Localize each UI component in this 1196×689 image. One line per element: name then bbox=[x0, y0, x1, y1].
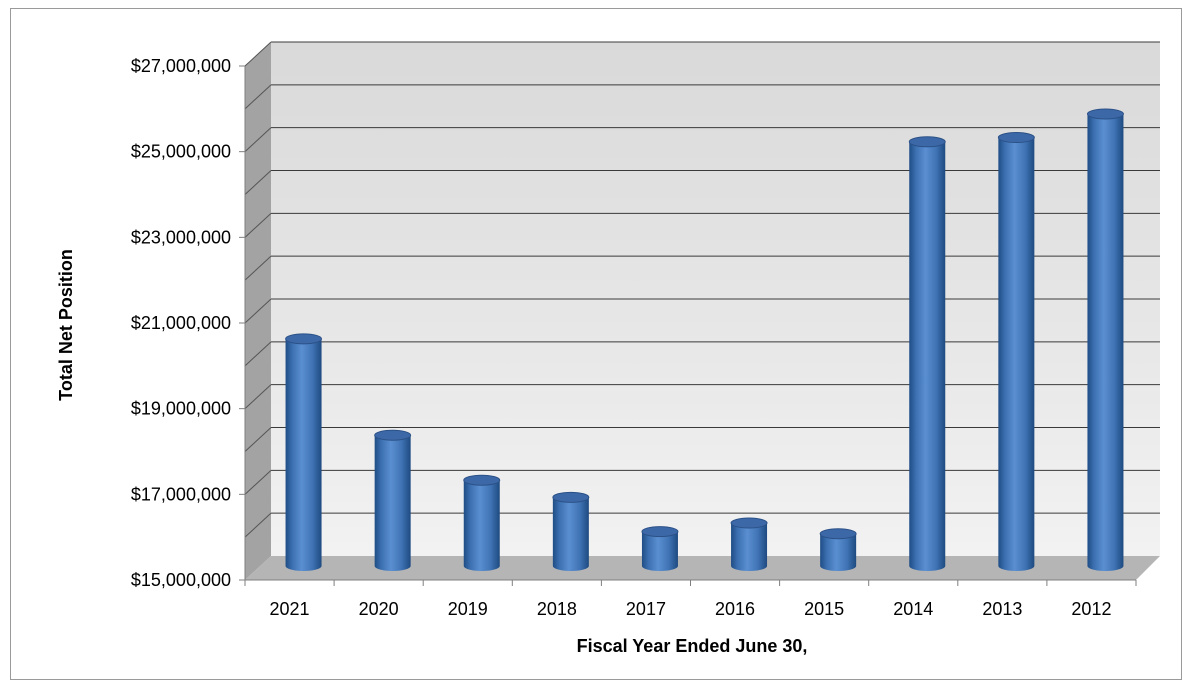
bar-body bbox=[463, 480, 500, 571]
bar-2012 bbox=[1086, 108, 1124, 571]
x-tick-label: 2018 bbox=[537, 599, 577, 619]
x-tick-label: 2019 bbox=[448, 599, 488, 619]
gridline-side bbox=[244, 298, 272, 324]
gridline-side bbox=[244, 255, 272, 281]
bar-body bbox=[285, 338, 322, 571]
bar-top bbox=[641, 526, 679, 538]
bar-2014 bbox=[908, 136, 946, 571]
x-tick-label: 2020 bbox=[359, 599, 399, 619]
bar-body bbox=[731, 523, 768, 571]
x-tick-label: 2015 bbox=[804, 599, 844, 619]
bar-top bbox=[908, 136, 946, 148]
bar-body bbox=[998, 137, 1035, 571]
y-tick-label: $25,000,000 bbox=[131, 142, 231, 162]
bar-top bbox=[552, 491, 590, 503]
bar-top bbox=[285, 333, 323, 345]
gridline-side bbox=[244, 212, 272, 238]
x-tick-label: 2017 bbox=[626, 599, 666, 619]
bar-2019 bbox=[463, 474, 501, 571]
bar-body bbox=[909, 141, 946, 571]
x-tick-label: 2021 bbox=[270, 599, 310, 619]
x-tick-label: 2012 bbox=[1071, 599, 1111, 619]
bar-2020 bbox=[374, 429, 412, 571]
x-tick-label: 2013 bbox=[982, 599, 1022, 619]
x-axis-title: Fiscal Year Ended June 30, bbox=[577, 636, 808, 656]
bar-body bbox=[1087, 113, 1124, 571]
bar-body bbox=[552, 497, 589, 571]
bar-2018 bbox=[552, 491, 590, 571]
bar-top bbox=[819, 528, 857, 540]
gridline-side bbox=[244, 41, 272, 67]
gridline-side bbox=[244, 341, 272, 367]
bar-top bbox=[463, 474, 501, 486]
y-tick-label: $17,000,000 bbox=[131, 484, 231, 504]
gridline-side bbox=[244, 427, 272, 452]
bar-2016 bbox=[730, 517, 768, 571]
bar-top bbox=[374, 429, 412, 441]
gridline-side bbox=[244, 512, 272, 538]
y-tick-label: $23,000,000 bbox=[131, 227, 231, 247]
y-tick-label: $27,000,000 bbox=[131, 56, 231, 76]
bar-top bbox=[997, 132, 1035, 144]
bar-body bbox=[641, 531, 678, 571]
gridline-side bbox=[244, 127, 272, 153]
x-tick-label: 2014 bbox=[893, 599, 933, 619]
bar-2013 bbox=[997, 132, 1035, 571]
bar-body bbox=[374, 435, 411, 571]
y-tick-label: $21,000,000 bbox=[131, 313, 231, 333]
bar-top bbox=[730, 517, 768, 529]
bar-2017 bbox=[641, 526, 679, 571]
y-tick-label: $19,000,000 bbox=[131, 399, 231, 419]
bar-2015 bbox=[819, 528, 857, 571]
bar-top bbox=[1086, 108, 1124, 120]
gridline-side bbox=[244, 84, 272, 110]
bar-2021 bbox=[285, 333, 323, 571]
gridline-side bbox=[244, 170, 272, 195]
y-axis-title: Total Net Position bbox=[56, 249, 76, 401]
bar-body bbox=[820, 533, 857, 571]
gridline-side bbox=[244, 384, 272, 410]
x-tick-label: 2016 bbox=[715, 599, 755, 619]
y-tick-label: $15,000,000 bbox=[131, 570, 231, 590]
gridline-side bbox=[244, 469, 272, 495]
